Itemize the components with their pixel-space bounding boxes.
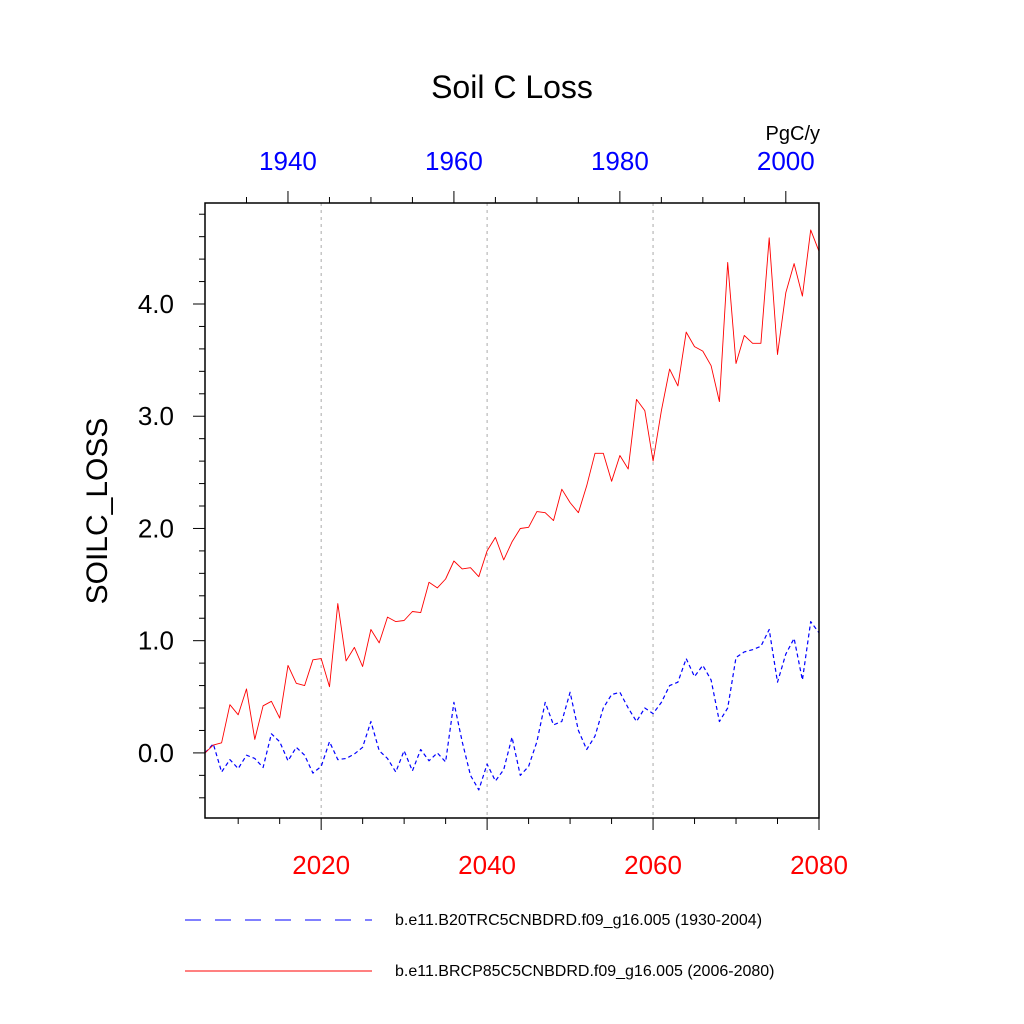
legend: b.e11.B20TRC5CNBDRD.f09_g16.005 (1930-20… [185, 912, 774, 980]
bottom-tick-label: 2080 [790, 850, 848, 880]
plot-series [204, 229, 820, 791]
axis-ticks [193, 191, 820, 830]
legend-label-rcp85: b.e11.BRCP85C5CNBDRD.f09_g16.005 (2006-2… [395, 963, 774, 980]
y-tick-label: 4.0 [138, 289, 174, 319]
y-tick-label: 1.0 [138, 626, 174, 656]
y-tick-label: 0.0 [138, 738, 174, 768]
bottom-tick-label: 2020 [292, 850, 350, 880]
series-line-0 [204, 620, 820, 791]
y-axis-label: SOILC_LOSS [81, 418, 114, 605]
top-tick-label: 1960 [425, 146, 483, 176]
bottom-tick-label: 2060 [624, 850, 682, 880]
bottom-tick-label: 2040 [458, 850, 516, 880]
plot-frame [204, 202, 820, 819]
chart-title: Soil C Loss [431, 69, 593, 105]
series-line-1 [204, 229, 820, 754]
units-label: PgC/y [766, 123, 820, 145]
top-tick-label: 1980 [591, 146, 649, 176]
top-tick-label: 1940 [259, 146, 317, 176]
y-tick-label: 3.0 [138, 401, 174, 431]
y-tick-label: 2.0 [138, 513, 174, 543]
axis-tick-labels: 2020 2040 2060 2080 1940 1960 1980 2000 0.0 1.0 2.… [138, 146, 848, 880]
top-tick-label: 2000 [757, 146, 815, 176]
legend-label-historical: b.e11.B20TRC5CNBDRD.f09_g16.005 (1930-20… [395, 912, 762, 929]
grid-lines [320, 203, 654, 818]
